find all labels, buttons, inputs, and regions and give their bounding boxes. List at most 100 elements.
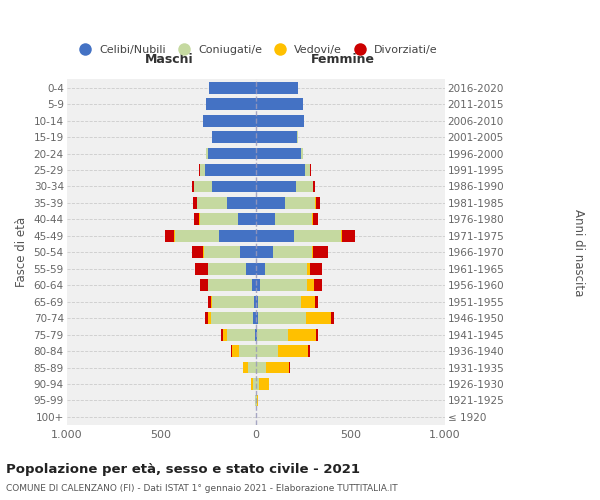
Bar	[313, 180, 316, 192]
Bar	[256, 131, 298, 143]
Bar	[256, 246, 273, 258]
Bar	[256, 296, 257, 308]
Bar	[200, 280, 208, 291]
Bar	[256, 263, 265, 274]
Bar	[265, 263, 307, 274]
Bar	[341, 230, 343, 242]
Bar	[306, 312, 331, 324]
Bar	[208, 280, 252, 291]
Bar	[232, 345, 239, 357]
Bar	[255, 328, 256, 340]
Bar	[206, 98, 256, 110]
Bar	[165, 230, 175, 242]
Bar	[256, 214, 275, 226]
Bar	[208, 296, 211, 308]
Bar	[199, 164, 200, 176]
Bar	[199, 214, 200, 226]
Bar	[256, 312, 257, 324]
Bar	[256, 114, 304, 126]
Bar	[256, 180, 296, 192]
Bar	[256, 345, 278, 357]
Bar	[289, 362, 290, 374]
Bar	[293, 230, 341, 242]
Bar	[285, 197, 316, 209]
Bar	[256, 378, 259, 390]
Bar	[296, 180, 313, 192]
Bar	[316, 197, 320, 209]
Bar	[204, 246, 239, 258]
Bar	[257, 328, 288, 340]
Bar	[212, 131, 256, 143]
Bar	[175, 230, 219, 242]
Bar	[239, 345, 256, 357]
Bar	[211, 296, 212, 308]
Bar	[197, 197, 227, 209]
Text: Maschi: Maschi	[145, 52, 193, 66]
Bar	[203, 114, 256, 126]
Bar	[239, 246, 256, 258]
Bar	[256, 148, 301, 160]
Bar	[238, 214, 256, 226]
Legend: Celibi/Nubili, Coniugati/e, Vedovi/e, Divorziati/e: Celibi/Nubili, Coniugati/e, Vedovi/e, Di…	[69, 40, 442, 59]
Bar	[193, 246, 203, 258]
Bar	[313, 246, 328, 258]
Bar	[313, 214, 318, 226]
Bar	[256, 197, 285, 209]
Bar	[205, 312, 208, 324]
Bar	[273, 246, 311, 258]
Bar	[231, 345, 232, 357]
Bar	[308, 345, 310, 357]
Text: Popolazione per età, sesso e stato civile - 2021: Popolazione per età, sesso e stato civil…	[6, 462, 360, 475]
Bar	[316, 296, 318, 308]
Bar	[256, 328, 257, 340]
Bar	[242, 362, 248, 374]
Bar	[256, 82, 298, 94]
Text: Femmine: Femmine	[311, 52, 375, 66]
Bar	[252, 280, 256, 291]
Bar	[254, 296, 256, 308]
Bar	[301, 296, 316, 308]
Bar	[248, 362, 256, 374]
Bar	[257, 296, 301, 308]
Bar	[200, 164, 205, 176]
Bar	[343, 230, 355, 242]
Bar	[212, 296, 254, 308]
Bar	[193, 197, 197, 209]
Bar	[316, 328, 318, 340]
Bar	[212, 180, 256, 192]
Bar	[311, 246, 313, 258]
Bar	[256, 362, 266, 374]
Bar	[253, 378, 256, 390]
Bar	[227, 328, 255, 340]
Bar	[256, 98, 303, 110]
Bar	[288, 328, 316, 340]
Bar	[208, 312, 211, 324]
Bar	[253, 312, 256, 324]
Bar	[257, 312, 306, 324]
Bar	[259, 378, 269, 390]
Bar	[256, 230, 293, 242]
Y-axis label: Anni di nascita: Anni di nascita	[572, 208, 585, 296]
Bar	[307, 263, 310, 274]
Bar	[246, 263, 256, 274]
Bar	[256, 164, 305, 176]
Bar	[208, 148, 256, 160]
Text: COMUNE DI CALENZANO (FI) - Dati ISTAT 1° gennaio 2021 - Elaborazione TUTTITALIA.: COMUNE DI CALENZANO (FI) - Dati ISTAT 1°…	[6, 484, 398, 493]
Bar	[227, 197, 256, 209]
Y-axis label: Fasce di età: Fasce di età	[15, 218, 28, 288]
Bar	[194, 180, 212, 192]
Bar	[310, 164, 311, 176]
Bar	[256, 394, 257, 406]
Bar	[307, 280, 314, 291]
Bar	[221, 328, 223, 340]
Bar	[205, 164, 256, 176]
Bar	[209, 82, 256, 94]
Bar	[194, 214, 199, 226]
Bar	[206, 148, 208, 160]
Bar	[305, 164, 310, 176]
Bar	[260, 280, 307, 291]
Bar	[203, 246, 204, 258]
Bar	[275, 214, 313, 226]
Bar	[331, 312, 334, 324]
Bar	[195, 263, 208, 274]
